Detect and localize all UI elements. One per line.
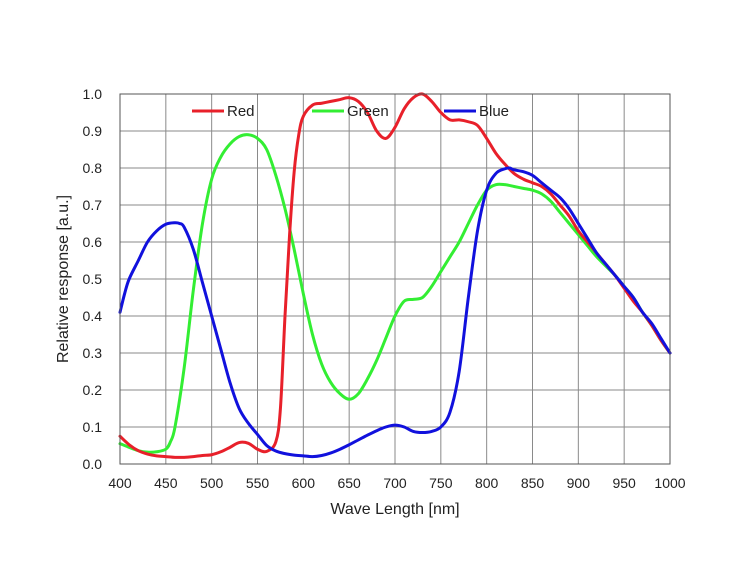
y-tick-label: 0.0 <box>83 456 103 472</box>
x-axis-title: Wave Length [nm] <box>330 501 459 518</box>
series-lines <box>118 92 672 459</box>
legend-label-blue: Blue <box>479 103 509 120</box>
x-tick-label: 800 <box>475 475 499 491</box>
legend-label-green: Green <box>347 103 389 120</box>
x-tick-label: 500 <box>200 475 224 491</box>
legend-label-red: Red <box>227 103 255 120</box>
legend: Red Green Blue <box>192 103 509 120</box>
y-tick-label: 0.9 <box>83 123 103 139</box>
series-line-red <box>118 92 672 459</box>
x-tick-label: 750 <box>429 475 453 491</box>
y-tick-labels: 0.0 0.1 0.2 0.3 0.4 0.5 0.6 0.7 0.8 0.9 1.0 <box>83 86 103 472</box>
x-tick-label: 900 <box>567 475 591 491</box>
series-line-blue <box>118 166 672 459</box>
y-tick-label: 0.6 <box>83 234 103 250</box>
x-tick-label: 600 <box>292 475 316 491</box>
x-tick-label: 1000 <box>654 475 685 491</box>
plot-frame <box>119 93 671 465</box>
y-tick-label: 0.3 <box>83 345 103 361</box>
y-tick-label: 0.4 <box>83 308 103 324</box>
y-tick-label: 0.8 <box>83 160 103 176</box>
y-tick-label: 1.0 <box>83 86 103 102</box>
y-axis-title: Relative response [a.u.] <box>55 195 72 363</box>
y-tick-label: 0.7 <box>83 197 103 213</box>
x-tick-labels: 400 450 500 550 600 650 700 750 800 850 900 950 1000 <box>108 475 685 491</box>
y-tick-label: 0.5 <box>83 271 103 287</box>
x-tick-label: 550 <box>246 475 270 491</box>
x-tick-label: 450 <box>154 475 178 491</box>
series-line-green <box>118 133 672 454</box>
x-tick-label: 400 <box>108 475 132 491</box>
x-tick-label: 950 <box>612 475 636 491</box>
x-tick-label: 650 <box>337 475 361 491</box>
x-tick-label: 700 <box>383 475 407 491</box>
y-tick-label: 0.2 <box>83 382 103 398</box>
y-tick-label: 0.1 <box>83 419 103 435</box>
x-tick-label: 850 <box>521 475 545 491</box>
